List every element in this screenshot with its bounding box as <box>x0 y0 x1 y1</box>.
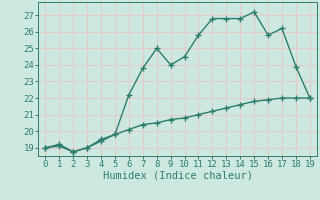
X-axis label: Humidex (Indice chaleur): Humidex (Indice chaleur) <box>103 171 252 181</box>
